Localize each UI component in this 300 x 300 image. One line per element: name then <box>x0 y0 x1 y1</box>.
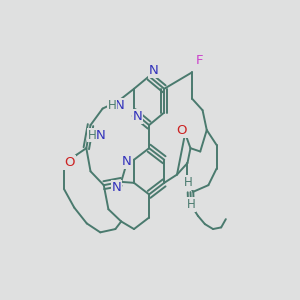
Text: O: O <box>176 124 187 136</box>
Text: H: H <box>88 128 97 142</box>
Text: H: H <box>184 176 193 189</box>
Text: N: N <box>133 110 142 123</box>
Text: N: N <box>95 128 105 142</box>
Text: N: N <box>122 155 132 168</box>
Text: N: N <box>112 181 122 194</box>
Text: H: H <box>107 99 116 112</box>
Text: N: N <box>149 64 159 77</box>
Text: N: N <box>115 99 125 112</box>
Text: F: F <box>195 54 203 67</box>
Text: H: H <box>187 198 195 211</box>
Text: O: O <box>64 156 75 169</box>
